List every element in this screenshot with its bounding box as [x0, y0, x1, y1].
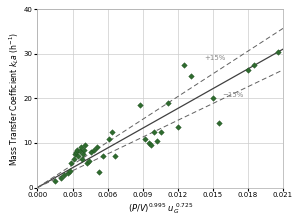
Point — [78, 146, 83, 149]
Point — [176, 126, 180, 129]
Point — [84, 161, 89, 165]
Point — [69, 161, 74, 165]
Point — [65, 171, 70, 175]
Point — [112, 155, 117, 158]
Point — [216, 121, 221, 125]
Point — [138, 103, 143, 107]
Point — [83, 143, 88, 147]
Point — [71, 157, 76, 160]
Y-axis label: Mass Transfer Coefficient $k_L a$ (h$^{-1}$): Mass Transfer Coefficient $k_L a$ (h$^{-… — [7, 31, 21, 166]
Point — [86, 159, 91, 163]
Point — [181, 63, 186, 67]
Point — [166, 101, 171, 105]
Point — [188, 74, 193, 78]
Point — [154, 139, 159, 142]
Point — [146, 141, 151, 145]
Point — [152, 130, 157, 134]
Point — [91, 148, 96, 151]
Point — [74, 150, 79, 154]
Point — [77, 149, 82, 153]
Point — [284, 63, 289, 67]
Point — [52, 179, 57, 183]
Point — [76, 155, 81, 158]
Point — [58, 176, 63, 180]
Point — [245, 68, 250, 71]
Point — [276, 50, 281, 54]
Point — [100, 155, 105, 158]
Text: +15%: +15% — [205, 55, 226, 61]
X-axis label: $(P/V)^{0.995}\ u_G^{\ 0.725}$: $(P/V)^{0.995}\ u_G^{\ 0.725}$ — [128, 201, 193, 216]
Point — [159, 130, 164, 134]
Point — [68, 169, 73, 172]
Text: −15%: −15% — [222, 92, 244, 98]
Point — [251, 63, 256, 67]
Point — [75, 148, 80, 151]
Point — [89, 150, 94, 154]
Point — [210, 97, 215, 100]
Point — [148, 143, 153, 147]
Point — [81, 152, 85, 156]
Point — [97, 170, 102, 174]
Point — [95, 146, 100, 149]
Point — [106, 137, 111, 140]
Point — [80, 157, 84, 160]
Point — [110, 130, 115, 134]
Point — [142, 137, 147, 140]
Point — [73, 152, 77, 156]
Point — [82, 148, 87, 151]
Point — [62, 173, 67, 177]
